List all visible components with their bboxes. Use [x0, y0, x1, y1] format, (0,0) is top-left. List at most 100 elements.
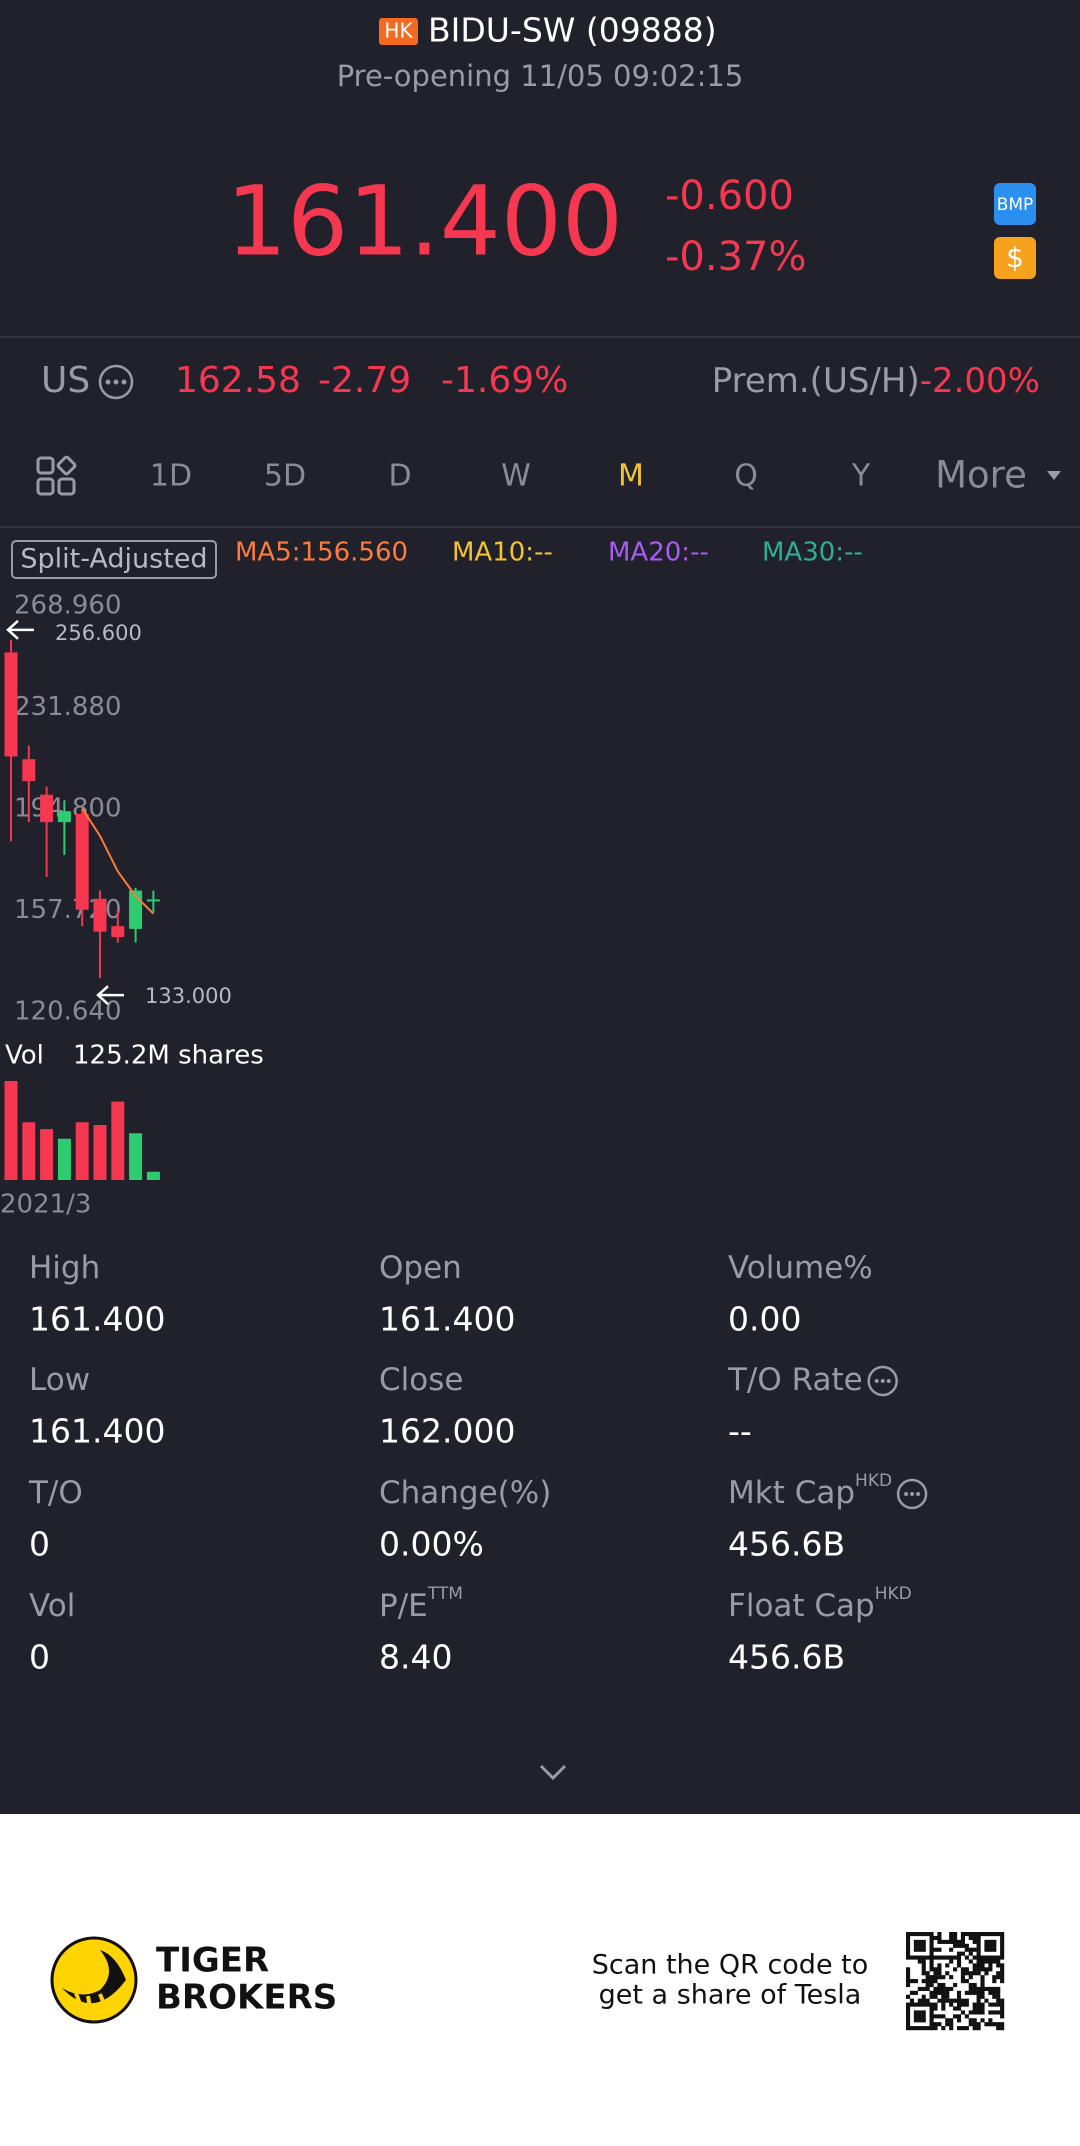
qr-cell: [960, 1932, 965, 1937]
stat-label: High: [29, 1250, 100, 1286]
period-tab[interactable]: W: [501, 459, 531, 494]
layout-icon[interactable]: [36, 455, 77, 496]
expand-chevron[interactable]: [539, 1764, 567, 1781]
qr-cell: [917, 2002, 922, 2007]
stat-value: 0: [29, 1638, 50, 1677]
us-more-icon[interactable]: [98, 364, 134, 400]
period-tab[interactable]: More: [935, 454, 1027, 497]
info-icon[interactable]: [896, 1478, 928, 1510]
qr-cell: [937, 1975, 942, 1980]
qr-cell: [929, 1990, 934, 1995]
qr-cell: [941, 1994, 946, 1999]
stat-label-sup: HKD: [875, 1584, 912, 1604]
qr-cell: [956, 2014, 962, 2019]
info-dot: [880, 1379, 885, 1383]
volume-bar: [57, 1138, 71, 1180]
qr-cell: [988, 2010, 993, 2015]
qr-cell: [992, 1939, 997, 1944]
qr-cell: [921, 2014, 926, 2019]
bmp-icon[interactable]: [994, 183, 1036, 225]
qr-cell: [964, 1979, 969, 1984]
qr-cell: [968, 1947, 973, 1952]
qr-cell: [1000, 1939, 1005, 1944]
ma-legend: MA5:156.560: [235, 538, 408, 568]
qr-cell: [929, 1982, 934, 1988]
candle-body: [57, 811, 71, 823]
qr-cell: [1000, 2014, 1005, 2019]
qr-cell: [992, 1943, 997, 1948]
qr-cell: [929, 1959, 934, 1964]
qr-cell: [968, 1982, 973, 1988]
qr-cell: [917, 2010, 922, 2015]
qr-cell: [976, 1939, 981, 1944]
qr-cell: [988, 2002, 993, 2007]
qr-cell: [925, 1955, 930, 1960]
qr-cell: [988, 1947, 993, 1952]
qr-cell: [1000, 1951, 1005, 1956]
qr-cell: [976, 2002, 981, 2007]
period-tab[interactable]: M: [618, 459, 644, 494]
qr-cell: [996, 2022, 1001, 2027]
qr-cell: [921, 2010, 926, 2015]
qr-cell: [972, 1955, 977, 1960]
qr-cell: [929, 2026, 934, 2031]
qr-cell: [980, 1959, 985, 1964]
qr-cell: [921, 1939, 926, 1944]
qr-cell: [972, 1935, 977, 1941]
qr-cell: [941, 2026, 946, 2031]
qr-cell: [917, 1955, 922, 1960]
qr-cell: [968, 2022, 973, 2027]
qr-cell: [906, 1935, 911, 1941]
qr-cell: [960, 1967, 965, 1972]
bmp-icon-text: BMP: [997, 195, 1034, 215]
qr-cell: [1000, 1935, 1005, 1941]
qr-cell: [937, 1939, 942, 1944]
qr-cell: [953, 2006, 958, 2011]
icon-dot: [105, 379, 111, 385]
qr-cell: [921, 1971, 926, 1976]
qr-cell: [941, 2002, 946, 2007]
qr-cell: [984, 1939, 989, 1944]
qr-cell: [976, 1947, 981, 1952]
stat-label: T/O Rate: [727, 1362, 863, 1398]
split-adjusted-box[interactable]: [11, 540, 217, 579]
qr-cell: [972, 2006, 977, 2011]
period-tab[interactable]: 5D: [264, 459, 306, 494]
volume-text: 125.2M shares: [73, 1041, 264, 1071]
qr-cell: [996, 2002, 1001, 2007]
icon-diamond: [56, 455, 77, 476]
brand-line: BROKERS: [156, 1978, 337, 2018]
icon-square: [57, 477, 76, 496]
qr-cell: [960, 1935, 965, 1941]
qr-cell: [913, 1943, 918, 1948]
qr-cell: [956, 1939, 962, 1944]
trade-icon[interactable]: [994, 237, 1036, 279]
qr-cell: [1000, 1975, 1005, 1980]
qr-cell: [925, 2002, 930, 2007]
period-tab[interactable]: Y: [851, 459, 871, 494]
stat-label-text: High: [29, 1250, 100, 1286]
qr-cell: [925, 1975, 930, 1980]
qr-cell: [929, 1935, 934, 1941]
qr-cell: [917, 2018, 922, 2023]
period-tab[interactable]: Q: [734, 459, 758, 494]
qr-cell: [964, 1990, 969, 1995]
qr-cell: [980, 1955, 985, 1960]
qr-cell: [964, 1932, 969, 1937]
period-tab[interactable]: D: [388, 459, 411, 494]
period-tab[interactable]: 1D: [150, 459, 192, 494]
qr-cell: [980, 2018, 985, 2023]
qr-cell: [956, 1963, 962, 1968]
info-icon[interactable]: [867, 1365, 898, 1397]
qr-cell: [933, 1947, 938, 1952]
qr-cell: [929, 1932, 934, 1937]
qr-cell: [953, 2014, 958, 2019]
qr-cell: [956, 1998, 962, 2003]
qr-cell: [988, 1963, 993, 1968]
qr-cell: [941, 1990, 946, 1995]
qr-cell: [968, 1951, 973, 1956]
qr-cell: [980, 1963, 985, 1968]
stat-label: Low: [29, 1362, 90, 1398]
qr-cell: [949, 1986, 954, 1991]
